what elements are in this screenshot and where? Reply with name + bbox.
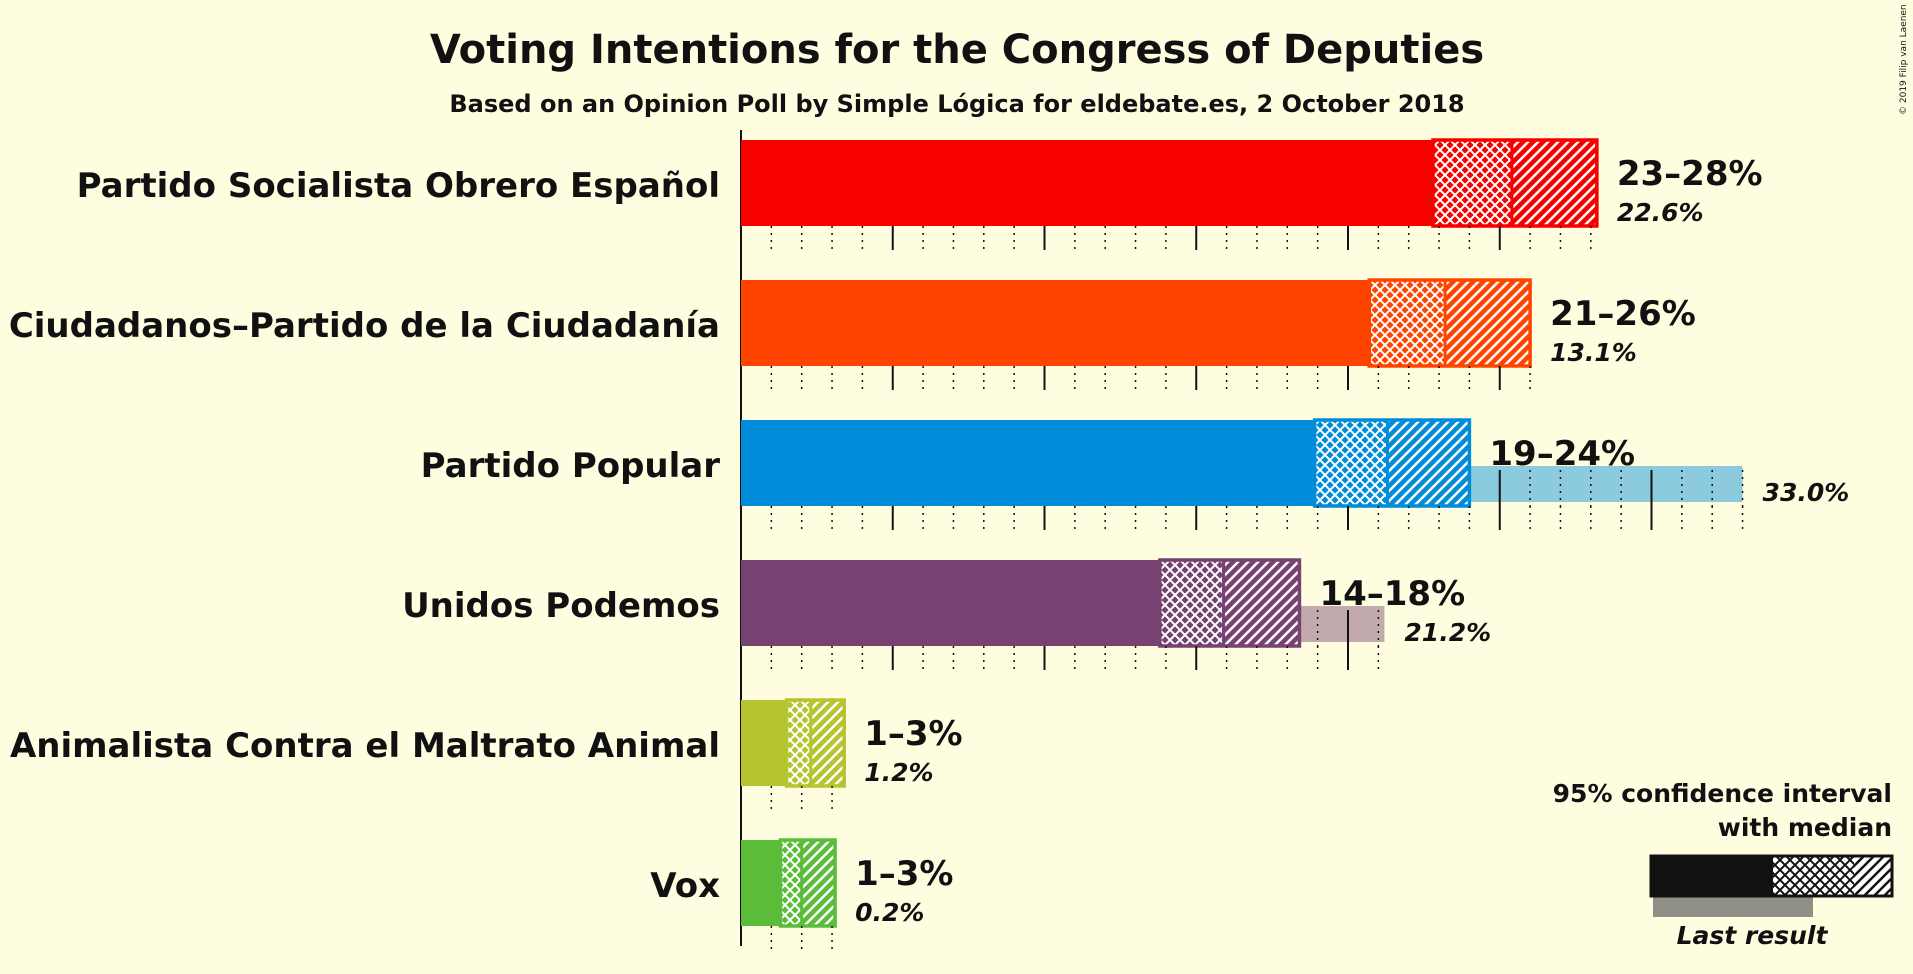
bar-solid-pacma xyxy=(741,700,787,786)
legend-diagonal-bar xyxy=(1854,856,1892,896)
bar-ci-upper-psoe xyxy=(1511,140,1597,226)
bar-ci-upper-pp xyxy=(1387,420,1470,506)
last-result-label-psoe: 22.6% xyxy=(1617,198,1704,227)
bar-ci-outline-cs xyxy=(1367,278,1532,368)
range-label-vox: 1–3% xyxy=(855,854,953,894)
bar-ci-outline-up xyxy=(1158,558,1302,648)
range-label-cs: 21–26% xyxy=(1550,294,1696,334)
party-label-pp: Partido Popular xyxy=(421,446,721,486)
range-label-pacma: 1–3% xyxy=(864,714,962,754)
legend-title-line2: with median xyxy=(1718,813,1892,842)
legend-last-result-label: Last result xyxy=(1677,921,1829,950)
legend: 95% confidence interval with median Last… xyxy=(1553,779,1894,950)
bar-solid-up xyxy=(741,560,1160,646)
legend-solid-bar xyxy=(1651,856,1773,896)
last-result-label-vox: 0.2% xyxy=(855,898,924,927)
bar-solid-pp xyxy=(741,420,1315,506)
party-label-pacma: Partido Animalista Contra el Maltrato An… xyxy=(0,726,720,766)
last-result-label-pp: 33.0% xyxy=(1763,478,1850,507)
chart-subtitle: Based on an Opinion Poll by Simple Lógic… xyxy=(449,90,1464,118)
bar-ci-lower-vox xyxy=(780,840,802,926)
bar-ci-outline-pp xyxy=(1312,418,1472,508)
bar-ci-outline-vox xyxy=(778,838,837,928)
bar-ci-lower-pp xyxy=(1314,420,1388,506)
bar-ci-lower-pacma xyxy=(786,700,811,786)
chart-rows: Partido Socialista Obrero Español 23–28% 2… xyxy=(0,130,1849,950)
range-label-pp: 19–24% xyxy=(1489,434,1635,474)
party-label-cs: Ciudadanos–Partido de la Ciudadanía xyxy=(9,306,720,346)
bar-solid-psoe xyxy=(741,140,1433,226)
bar-ci-upper-vox xyxy=(801,840,836,926)
bar-solid-vox xyxy=(741,840,781,926)
range-label-up: 14–18% xyxy=(1319,574,1465,614)
party-label-psoe: Partido Socialista Obrero Español xyxy=(77,166,720,206)
bar-ci-lower-psoe xyxy=(1432,140,1512,226)
legend-title-line1: 95% confidence interval xyxy=(1553,779,1892,808)
range-label-psoe: 23–28% xyxy=(1617,154,1763,194)
copyright-notice: © 2019 Filip van Laenen xyxy=(1899,4,1909,115)
bar-ci-outline-pacma xyxy=(784,698,846,788)
party-label-vox: Vox xyxy=(650,866,720,906)
bar-ci-lower-up xyxy=(1159,560,1224,646)
legend-crosshatch-bar xyxy=(1773,856,1854,896)
legend-ci-outline xyxy=(1649,854,1894,898)
party-label-up: Unidos Podemos xyxy=(402,586,720,626)
bar-ci-upper-up xyxy=(1223,560,1300,646)
bar-ci-outline-psoe xyxy=(1431,138,1599,228)
chart-title: Voting Intentions for the Congress of De… xyxy=(430,27,1484,73)
last-result-label-pacma: 1.2% xyxy=(864,758,933,787)
bar-ci-upper-cs xyxy=(1445,280,1531,366)
bar-ci-upper-pacma xyxy=(810,700,845,786)
bar-solid-cs xyxy=(741,280,1370,366)
last-result-label-cs: 13.1% xyxy=(1550,338,1637,367)
bar-ci-lower-cs xyxy=(1369,280,1446,366)
last-result-label-up: 21.2% xyxy=(1404,618,1491,647)
